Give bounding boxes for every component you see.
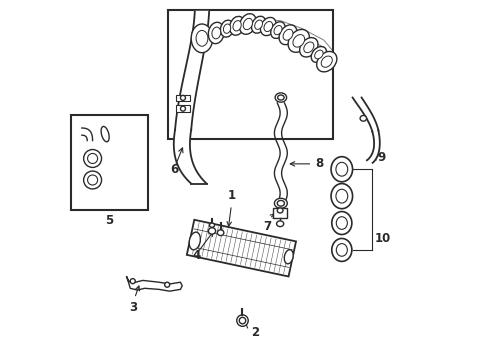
Text: 8: 8: [316, 157, 324, 170]
Ellipse shape: [165, 282, 170, 287]
Ellipse shape: [283, 29, 293, 40]
Ellipse shape: [271, 22, 285, 39]
Ellipse shape: [208, 22, 224, 44]
Ellipse shape: [331, 157, 353, 182]
Ellipse shape: [274, 26, 282, 35]
Ellipse shape: [304, 42, 314, 53]
Ellipse shape: [84, 149, 101, 167]
Ellipse shape: [84, 171, 101, 189]
Ellipse shape: [277, 208, 283, 213]
Ellipse shape: [331, 184, 353, 209]
Text: 2: 2: [251, 326, 260, 339]
Polygon shape: [174, 130, 207, 184]
Ellipse shape: [274, 198, 287, 208]
Ellipse shape: [196, 31, 208, 46]
Ellipse shape: [237, 315, 248, 326]
Ellipse shape: [284, 250, 293, 264]
Ellipse shape: [220, 20, 234, 37]
Bar: [176, 105, 190, 112]
Ellipse shape: [243, 18, 252, 30]
Ellipse shape: [251, 16, 266, 33]
Ellipse shape: [277, 201, 285, 206]
Ellipse shape: [360, 116, 367, 121]
Text: 5: 5: [104, 214, 113, 227]
Ellipse shape: [130, 279, 135, 284]
Text: 7: 7: [263, 220, 271, 233]
Ellipse shape: [180, 95, 186, 100]
Ellipse shape: [239, 318, 245, 324]
Text: 1: 1: [227, 189, 235, 202]
Ellipse shape: [260, 17, 276, 36]
Ellipse shape: [336, 189, 348, 203]
Ellipse shape: [240, 14, 256, 34]
Ellipse shape: [321, 56, 332, 67]
Ellipse shape: [264, 22, 272, 32]
Ellipse shape: [255, 20, 263, 30]
Ellipse shape: [276, 221, 284, 226]
Ellipse shape: [230, 16, 245, 35]
Ellipse shape: [191, 24, 213, 53]
Bar: [187, 220, 296, 276]
Ellipse shape: [278, 95, 284, 100]
Ellipse shape: [336, 244, 347, 256]
Polygon shape: [175, 12, 209, 130]
Ellipse shape: [293, 35, 305, 47]
Text: 10: 10: [375, 231, 391, 244]
Ellipse shape: [223, 24, 231, 33]
Ellipse shape: [279, 25, 297, 45]
Text: 4: 4: [193, 249, 201, 262]
Text: 6: 6: [170, 163, 178, 176]
Ellipse shape: [101, 126, 109, 142]
Ellipse shape: [218, 230, 224, 235]
Polygon shape: [82, 128, 93, 140]
Ellipse shape: [311, 46, 326, 62]
Ellipse shape: [317, 51, 337, 72]
Bar: [168, 10, 333, 139]
Ellipse shape: [233, 21, 241, 31]
Ellipse shape: [336, 162, 348, 176]
Ellipse shape: [208, 228, 216, 234]
Polygon shape: [367, 131, 380, 163]
Bar: [176, 95, 190, 101]
Text: 3: 3: [129, 301, 137, 314]
Ellipse shape: [180, 106, 186, 111]
Bar: [273, 208, 287, 218]
Bar: [71, 116, 148, 211]
Ellipse shape: [88, 153, 98, 163]
Ellipse shape: [88, 175, 98, 185]
Ellipse shape: [332, 238, 352, 261]
Ellipse shape: [315, 50, 323, 59]
Ellipse shape: [212, 27, 220, 39]
Ellipse shape: [332, 212, 352, 234]
Ellipse shape: [336, 217, 347, 229]
Ellipse shape: [210, 223, 215, 227]
Text: 9: 9: [377, 151, 385, 164]
Ellipse shape: [288, 30, 310, 52]
Ellipse shape: [300, 38, 318, 57]
Polygon shape: [353, 98, 378, 132]
Ellipse shape: [275, 93, 287, 102]
Ellipse shape: [189, 232, 200, 250]
